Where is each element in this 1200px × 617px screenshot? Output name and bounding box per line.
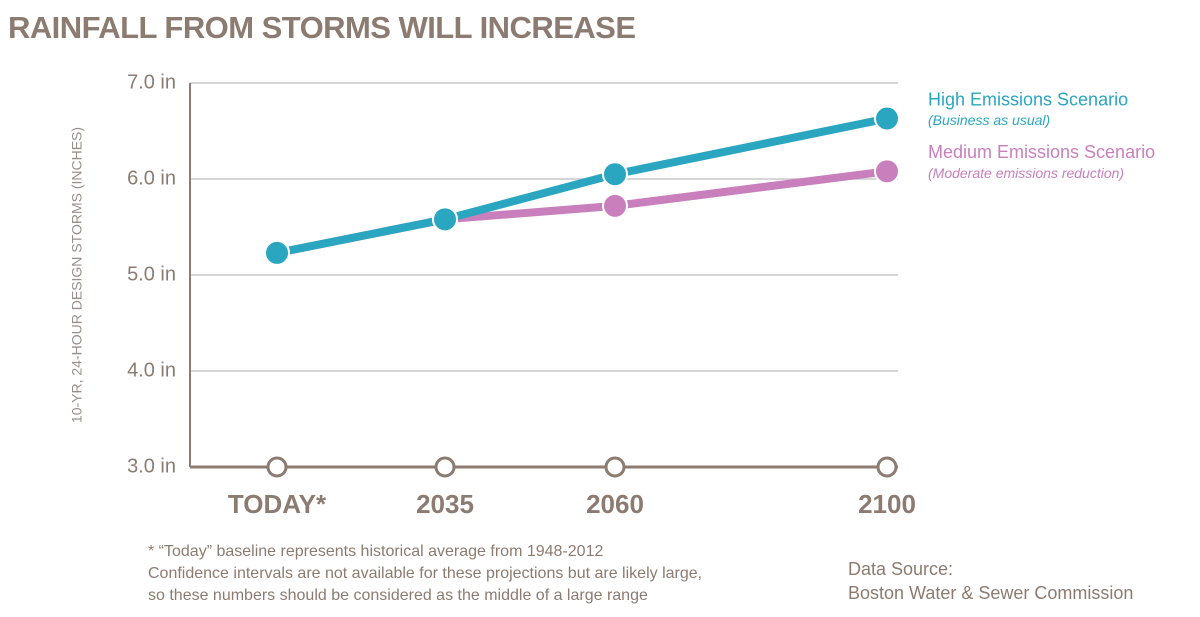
data-point	[432, 206, 458, 233]
y-tick-label: 7.0 in	[127, 71, 176, 93]
data-point	[874, 105, 900, 132]
data-point	[602, 161, 628, 188]
y-tick-label: 6.0 in	[127, 167, 176, 189]
data-source: Data Source:	[848, 559, 953, 579]
footnote: * “Today” baseline represents historical…	[148, 543, 603, 560]
x-marker	[604, 456, 626, 478]
data-point	[874, 158, 900, 185]
y-tick-label: 5.0 in	[127, 263, 176, 285]
y-axis-label: 10-YR, 24-HOUR DESIGN STORMS (INCHES)	[69, 127, 85, 423]
x-tick-label: TODAY*	[228, 489, 327, 519]
data-point	[602, 192, 628, 219]
x-tick-label: 2100	[858, 489, 916, 519]
series-line	[276, 114, 888, 257]
chart-title: RAINFALL FROM STORMS WILL INCREASE	[8, 10, 636, 45]
footnote: so these numbers should be considered as…	[148, 587, 648, 604]
footnote: Confidence intervals are not available f…	[148, 565, 702, 582]
y-tick-label: 3.0 in	[127, 455, 176, 477]
x-marker	[266, 456, 288, 478]
y-tick-label: 4.0 in	[127, 359, 176, 381]
x-tick-label: 2035	[416, 489, 474, 519]
legend-sublabel: (Moderate emissions reduction)	[928, 165, 1124, 181]
legend-sublabel: (Business as usual)	[928, 112, 1050, 128]
x-tick-label: 2060	[586, 489, 644, 519]
data-source: Boston Water & Sewer Commission	[848, 583, 1133, 603]
legend-label: High Emissions Scenario	[928, 89, 1128, 109]
legend-label: Medium Emissions Scenario	[928, 142, 1155, 162]
x-marker	[876, 456, 898, 478]
data-point	[264, 239, 290, 266]
x-marker	[434, 456, 456, 478]
